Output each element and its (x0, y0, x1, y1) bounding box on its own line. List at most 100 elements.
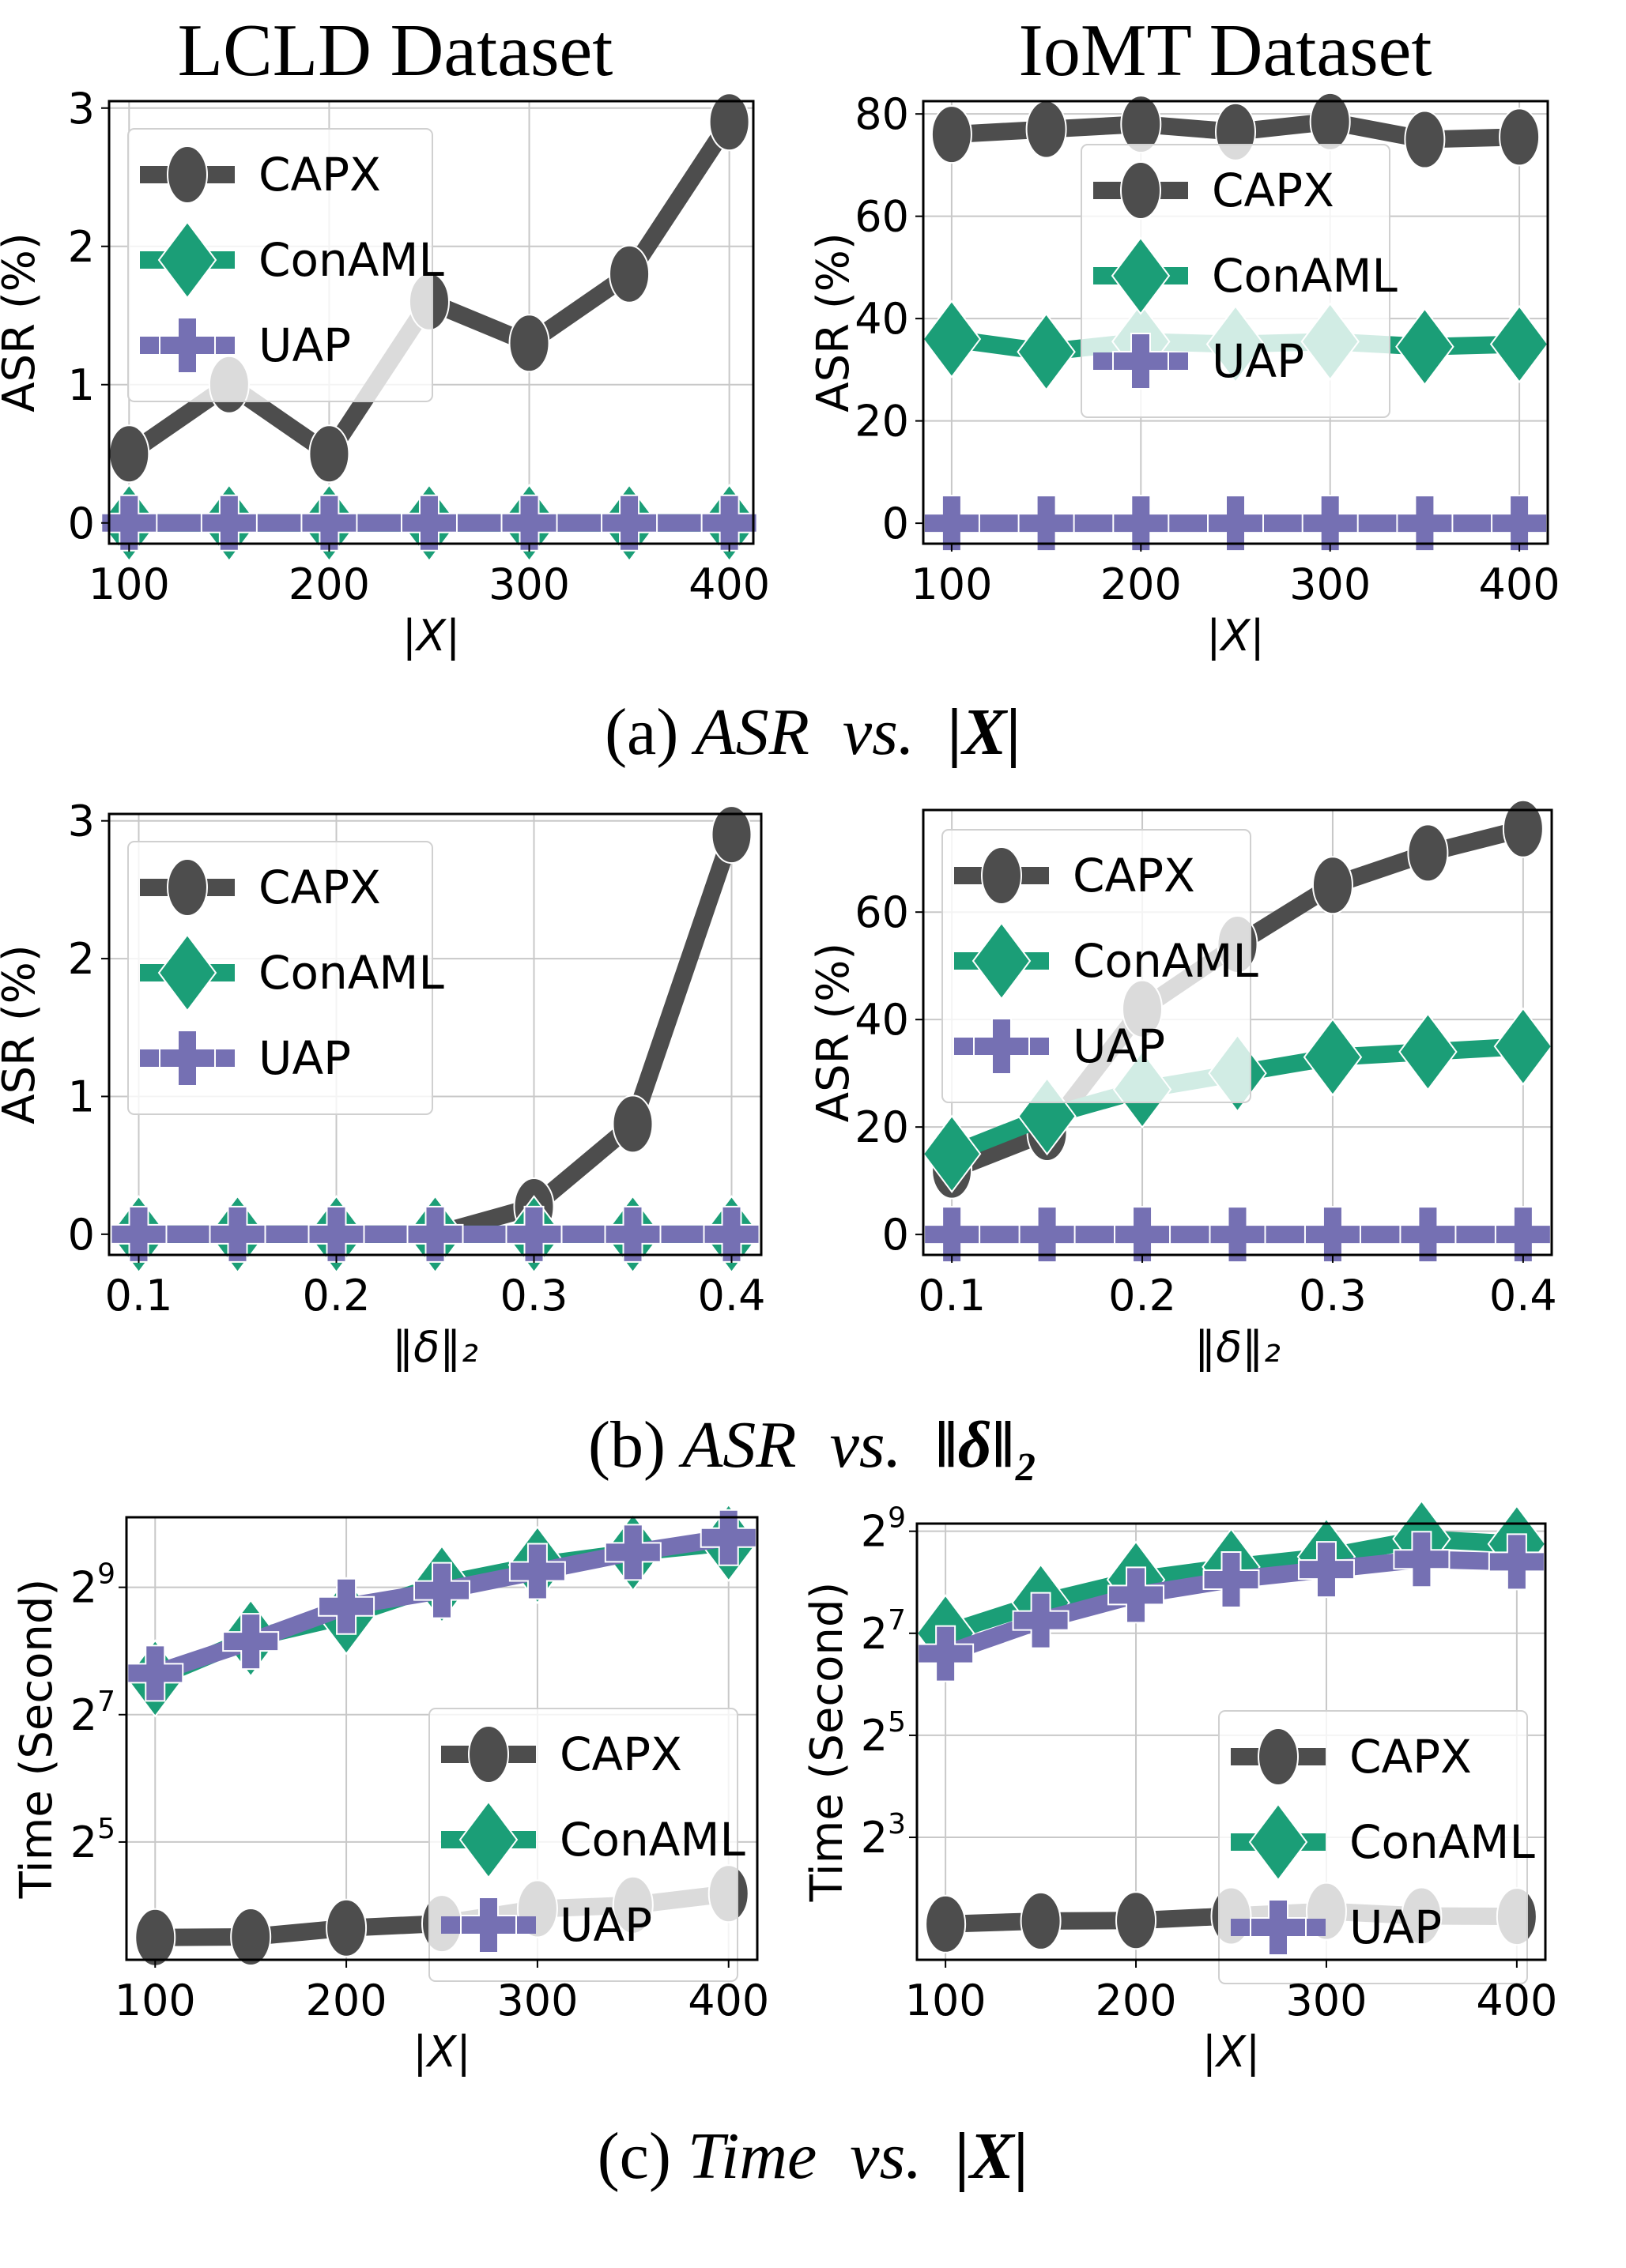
x-tick-label: 200 (289, 559, 370, 609)
point-uap (1112, 495, 1170, 552)
y-tick-exponent: 9 (97, 1558, 115, 1591)
x-tick-label: 0.2 (1108, 1271, 1176, 1320)
legend-label-uap: UAP (258, 1031, 351, 1085)
x-tick-label: 200 (306, 1976, 387, 2025)
point-capx (508, 314, 550, 373)
point-uap (307, 1205, 365, 1263)
legend: CAPX ConAML UAP (1218, 1710, 1535, 1984)
y-tick-label: 2 (68, 934, 95, 984)
x-tick-label: 400 (688, 1976, 769, 2025)
y-tick-label: 27 (861, 1604, 906, 1659)
chart-a-iomt: CAPX ConAML UAP 100 200 300 400 0 20 40 60 80 |X| ASR… (808, 89, 1560, 661)
x-tick-label: 0.4 (698, 1271, 766, 1320)
y-tick-exponent: 7 (888, 1604, 906, 1637)
legend-label-conaml: ConAML (258, 946, 444, 1000)
legend-marker-uap (973, 1018, 1030, 1075)
legend-marker-conaml (157, 220, 217, 300)
title-iomt-dataset: IoMT Dataset (1018, 9, 1432, 92)
caption-b-variable: ‖δ‖₂ (934, 1408, 1038, 1482)
legend-box (127, 128, 433, 402)
point-uap (100, 494, 158, 552)
y-tick-label: 23 (861, 1808, 906, 1863)
x-axis-label: |X| (402, 611, 460, 661)
legend: CAPX ConAML UAP (1081, 144, 1398, 418)
y-tick-label: 40 (854, 294, 909, 344)
x-tick-label: 0.1 (918, 1271, 986, 1320)
y-axis-label: ASR (%) (0, 232, 45, 412)
point-capx (230, 1907, 272, 1966)
point-uap (110, 1205, 168, 1263)
legend-box (127, 841, 433, 1115)
x-axis-label: |X| (1202, 2027, 1260, 2077)
x-tick-label: 400 (1479, 559, 1560, 609)
y-tick-label: 25 (861, 1706, 906, 1761)
chart-a-lcld: CAPX ConAML UAP 100 200 300 400 0 1 2 3 |X| ASR (%) (0, 84, 770, 661)
legend: CAPX ConAML UAP (127, 841, 444, 1115)
series-capx (930, 92, 1541, 169)
caption-b-prefix: (b) (588, 1408, 682, 1482)
x-tick-label: 0.2 (303, 1271, 371, 1320)
caption-b: (b) ASR vs. ‖δ‖₂ (0, 1407, 1626, 1483)
point-uap (200, 494, 258, 552)
point-capx (708, 92, 750, 152)
legend-label-uap: UAP (258, 318, 351, 372)
x-tick-label: 200 (1100, 559, 1182, 609)
legend-marker-capx (167, 858, 208, 917)
point-uap (209, 1205, 266, 1263)
caption-c-vs: vs. (850, 2119, 922, 2193)
y-tick-label: 29 (861, 1502, 906, 1557)
point-conaml (1493, 1007, 1553, 1086)
legend-marker-uap (159, 1030, 216, 1087)
point-capx (1404, 110, 1446, 169)
x-tick-label: 0.4 (1489, 1271, 1557, 1320)
series-uap (126, 1509, 757, 1702)
legend-box (428, 1708, 738, 1982)
point-uap (406, 1205, 464, 1263)
point-conaml (922, 300, 982, 379)
point-uap (1209, 1206, 1266, 1264)
plot-frame (922, 808, 1553, 1256)
caption-c: (c) Time vs. |X| (0, 2118, 1626, 2195)
caption-c-metric: Time (687, 2119, 817, 2193)
plot-frame (125, 1516, 759, 1961)
point-uap (508, 1543, 566, 1600)
y-tick-label: 60 (854, 887, 909, 937)
point-uap (222, 1613, 280, 1671)
y-tick-label: 1 (68, 360, 95, 410)
y-tick-label: 60 (854, 192, 909, 242)
y-tick-label: 27 (70, 1686, 115, 1740)
point-uap (604, 1524, 662, 1581)
caption-a-metric: ASR (695, 695, 809, 769)
x-tick-label: 100 (905, 1976, 987, 2025)
caption-a-vs: vs. (842, 695, 915, 769)
point-capx (1499, 107, 1541, 167)
point-capx (925, 1894, 967, 1953)
legend-marker-uap (1250, 1899, 1307, 1956)
point-uap (1399, 1206, 1457, 1264)
x-tick-label: 0.3 (500, 1271, 568, 1320)
point-conaml (1489, 304, 1549, 384)
point-uap (601, 494, 658, 552)
point-conaml (1395, 307, 1454, 386)
point-uap (1396, 495, 1454, 552)
chart-c-lcld: CAPX ConAML UAP 100 200 300 400 25 27 29 |X| Time (… (11, 1503, 769, 2077)
legend-label-uap: UAP (1073, 1019, 1165, 1073)
point-capx (134, 1908, 176, 1967)
legend-label-uap: UAP (1349, 1901, 1442, 1954)
point-uap (1114, 1206, 1171, 1264)
point-uap (413, 1562, 470, 1619)
y-axis-label: Time (Second) (11, 1579, 62, 1900)
title-lcld-dataset: LCLD Dataset (177, 9, 613, 92)
x-tick-label: 300 (1289, 559, 1371, 609)
x-tick-label: 300 (1285, 1976, 1367, 2025)
y-tick-label: 3 (68, 797, 95, 846)
legend-label-conaml: ConAML (560, 1813, 745, 1867)
point-capx (1407, 823, 1449, 883)
y-tick-exponent: 5 (888, 1706, 906, 1739)
point-capx (108, 424, 150, 484)
plot-frame (108, 100, 755, 545)
plot-frame (922, 100, 1549, 545)
chart-b-iomt: CAPX ConAML UAP 0.1 0.2 0.3 0.4 0 20 40 60 ‖δ‖₂ ASR … (808, 799, 1557, 1372)
x-axis-label: |X| (1206, 611, 1264, 661)
chart-b-lcld: CAPX ConAML UAP 0.1 0.2 0.3 0.4 0 1 2 3 ‖δ‖₂ ASR (%) (0, 797, 766, 1372)
